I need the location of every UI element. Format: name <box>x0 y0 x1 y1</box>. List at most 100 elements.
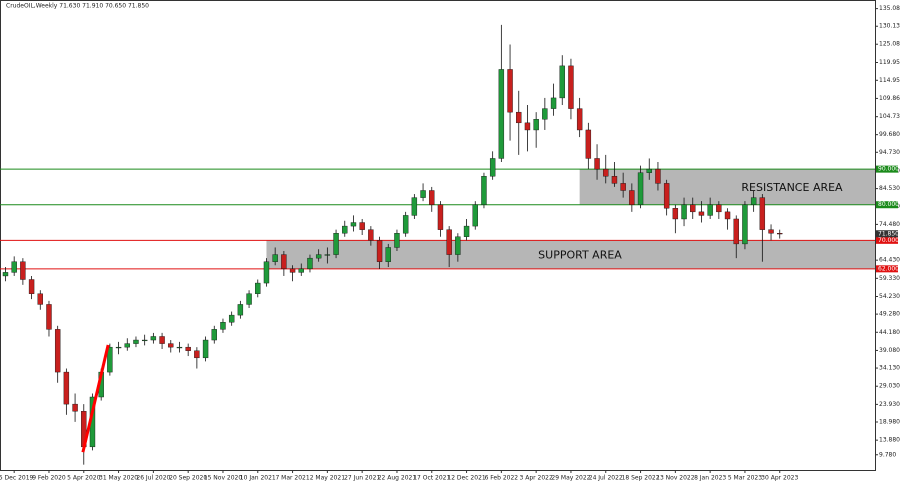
y-tick-label: 130.130 <box>879 23 900 30</box>
candle-body <box>611 176 618 184</box>
candle-body <box>768 229 774 234</box>
candle-body <box>20 261 26 280</box>
candle-body <box>507 69 513 113</box>
candle-body <box>594 158 600 170</box>
candle-body <box>533 119 539 131</box>
candle-body <box>542 108 548 120</box>
plot-frame <box>0 0 876 471</box>
candle-body <box>463 225 470 237</box>
candle-body <box>141 339 148 342</box>
candle-body <box>37 293 43 305</box>
candle-body <box>63 371 70 405</box>
candle-body <box>655 168 661 184</box>
y-tick-label: 94.730 <box>879 149 900 156</box>
trendline <box>81 344 110 453</box>
x-tick-label: 2 May 2021 <box>310 475 345 482</box>
y-tick-label: 64.430 <box>879 257 900 264</box>
candle-body <box>368 229 374 241</box>
y-tick-label: 114.950 <box>879 77 900 84</box>
candle-body <box>472 204 478 227</box>
candle-body <box>228 314 235 323</box>
x-tick-label: 22 Aug 2021 <box>378 475 417 482</box>
candle-body <box>394 233 400 248</box>
candle-body <box>298 268 304 273</box>
x-tick-label: 26 Jul 2020 <box>136 475 170 482</box>
x-tick-label: 29 May 2022 <box>551 475 590 482</box>
y-tick-label: 99.680 <box>879 131 900 138</box>
candle-body <box>646 168 652 173</box>
candle-body <box>516 111 522 124</box>
zone-label: SUPPORT AREA <box>538 249 622 262</box>
candle-body <box>159 336 165 344</box>
candle-body <box>690 204 696 213</box>
level-label-box <box>876 236 898 244</box>
candle-body <box>585 129 592 159</box>
x-tick-label: 8 Jan 2023 <box>694 475 726 482</box>
candle-body <box>107 346 113 373</box>
candle-body <box>202 339 209 359</box>
candle-body <box>455 236 461 255</box>
candle-body <box>437 204 444 230</box>
zone <box>266 240 875 269</box>
y-tick-label: 54.230 <box>879 293 900 300</box>
candle-body <box>124 343 130 348</box>
candle-body <box>350 222 357 227</box>
y-tick-label: 13.880 <box>879 437 900 444</box>
candle-body <box>28 279 35 294</box>
candle-body <box>759 197 766 230</box>
candle-body <box>707 204 713 216</box>
candle-body <box>263 261 270 284</box>
candle-body <box>168 343 174 348</box>
y-tick-label: 29.030 <box>879 383 900 390</box>
x-tick-label: 5 Apr 2020 <box>67 475 100 482</box>
candle-body <box>54 329 61 373</box>
x-tick-label: 27 Jun 2021 <box>344 475 380 482</box>
level-label: 80.000 <box>878 201 899 208</box>
candle-body <box>281 254 287 270</box>
candle-body <box>603 168 609 177</box>
candle-body <box>481 176 487 205</box>
candle-body <box>402 215 409 234</box>
candle-body <box>716 204 722 213</box>
x-tick-label: 13 Nov 2022 <box>656 475 695 482</box>
y-tick-label: 44.180 <box>879 329 900 336</box>
candle-body <box>220 322 226 330</box>
y-tick-label: 59.330 <box>879 275 900 282</box>
candle-body <box>307 257 313 270</box>
candle-body <box>550 97 557 109</box>
candle-body <box>750 197 757 205</box>
x-tick-label: 6 Feb 2022 <box>485 475 519 482</box>
candle-body <box>133 339 139 344</box>
y-tick-label: 9.780 <box>879 451 896 458</box>
x-tick-label: 9 Feb 2020 <box>32 475 66 482</box>
candle-body <box>237 304 244 316</box>
y-tick-label: 109.860 <box>879 95 900 102</box>
candle-body <box>411 197 418 216</box>
y-tick-label: 135.080 <box>879 5 900 12</box>
level-label-box <box>876 165 898 173</box>
x-tick-label: 5 Mar 2023 <box>728 475 762 482</box>
x-tick-label: 31 May 2020 <box>99 475 138 482</box>
y-tick-label: 49.280 <box>879 311 900 318</box>
candle-body <box>576 108 583 131</box>
candle-body <box>637 172 644 205</box>
candle-body <box>333 233 339 255</box>
candle-body <box>385 247 391 262</box>
candle-body <box>324 254 331 256</box>
candle-body <box>663 183 670 209</box>
level-label: 90.000 <box>878 166 899 173</box>
candle-body <box>698 211 705 216</box>
candle-body <box>176 346 183 349</box>
chart-title: CrudeOIL,Weekly 71.630 71.910 70.650 71.… <box>6 3 149 10</box>
candle-body <box>359 222 365 230</box>
candle-body <box>185 346 191 351</box>
candle-body <box>150 336 157 341</box>
candle-body <box>72 403 78 412</box>
y-tick-label: 74.480 <box>879 221 900 228</box>
y-tick-label: 23.930 <box>879 401 900 408</box>
level-label-box <box>876 265 898 273</box>
level-label: 62.000 <box>878 265 899 272</box>
candle-body <box>724 211 731 220</box>
